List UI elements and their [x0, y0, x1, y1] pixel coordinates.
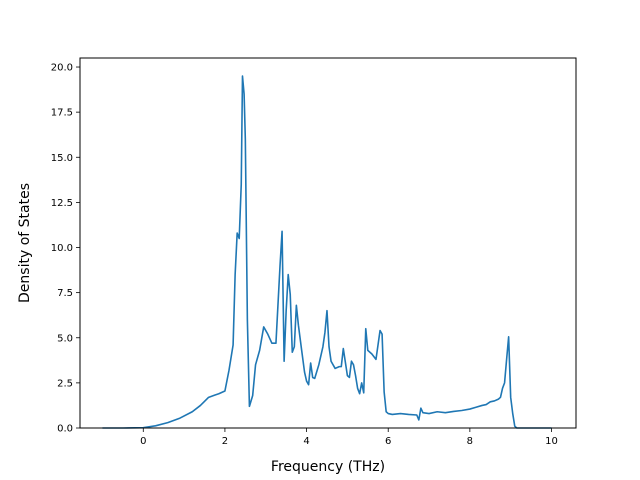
y-tick-label: 5.0 [57, 333, 73, 344]
x-tick-label: 2 [222, 436, 228, 447]
y-tick-label: 20.0 [51, 63, 73, 74]
series-layer [102, 75, 552, 429]
x-axis-label: Frequency (THz) [271, 459, 385, 475]
ticks-layer: 0 2 4 6 8 10 0.0 2.5 5.0 7.5 10.0 12.5 15.0 17.5 20.0 [51, 63, 558, 447]
y-tick-label: 15.0 [51, 153, 73, 164]
y-tick-label: 12.5 [51, 198, 73, 209]
x-tick-label: 8 [467, 436, 473, 447]
y-tick-label: 17.5 [51, 108, 73, 119]
y-tick-label: 7.5 [57, 288, 73, 299]
plot-frame [79, 57, 577, 429]
y-tick-label: 10.0 [51, 243, 73, 254]
x-tick-label: 4 [303, 436, 309, 447]
y-tick-label: 0.0 [57, 424, 73, 435]
x-tick-label: 0 [140, 436, 146, 447]
y-tick-label: 2.5 [57, 378, 73, 389]
y-axis-label: Density of States [17, 183, 33, 303]
x-tick-label: 6 [385, 436, 391, 447]
x-tick-label: 10 [545, 436, 558, 447]
dos-series-line [102, 75, 552, 429]
plot-area [80, 58, 576, 428]
